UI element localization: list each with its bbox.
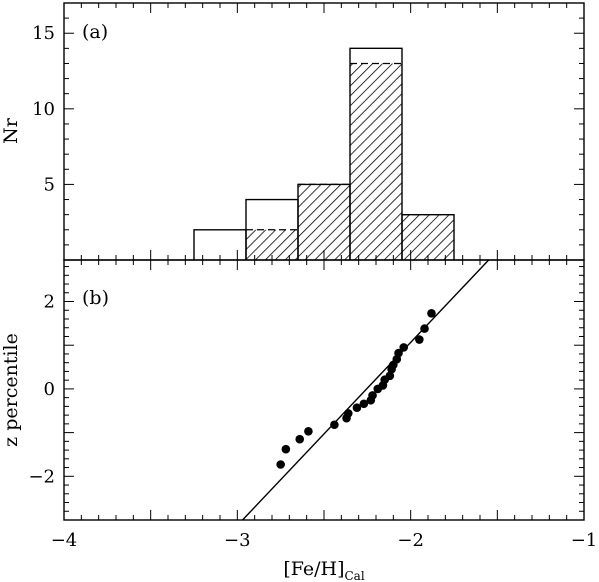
percentile-y-axis-title: z percentile bbox=[0, 333, 22, 447]
data-point bbox=[399, 343, 409, 352]
data-point bbox=[276, 460, 285, 469]
data-point bbox=[427, 309, 436, 318]
outline-histogram-bar bbox=[349, 47, 403, 260]
histogram-panel: 5 10 15 (a) Nr bbox=[0, 2, 585, 261]
x-axis-title-subscript: Cal bbox=[345, 569, 365, 582]
percentile-ticks bbox=[64, 260, 584, 520]
data-point bbox=[420, 324, 429, 333]
data-point bbox=[295, 434, 305, 444]
histogram-y-axis-title: Nr bbox=[0, 117, 22, 144]
reference-line bbox=[242, 259, 490, 521]
percentile-panel: −2 0 2 −4 −3 −2 −1 (b) z percentile [Fe/H]Cal bbox=[0, 259, 598, 582]
data-points bbox=[276, 309, 436, 469]
outline-histogram bbox=[193, 47, 455, 260]
y-tick-label: 0 bbox=[44, 379, 55, 400]
y-tick-label: 10 bbox=[32, 99, 55, 120]
data-point bbox=[394, 348, 403, 358]
y-tick-label: −2 bbox=[28, 466, 55, 487]
histogram-y-tick-labels: 5 10 15 bbox=[32, 23, 55, 195]
data-point bbox=[368, 391, 377, 400]
data-point bbox=[304, 426, 313, 436]
x-axis-title-main: [Fe/H] bbox=[283, 558, 344, 580]
y-tick-label: 2 bbox=[44, 292, 55, 313]
panel-label-b: (b) bbox=[82, 287, 109, 309]
x-tick-label: −3 bbox=[224, 530, 251, 551]
hatched-histogram-bar bbox=[246, 229, 298, 260]
data-point bbox=[359, 399, 369, 409]
x-axis-title: [Fe/H]Cal bbox=[283, 558, 365, 582]
data-point bbox=[385, 371, 395, 381]
histogram-ticks bbox=[64, 3, 584, 260]
x-tick-label: −4 bbox=[51, 530, 78, 551]
percentile-plot-frame bbox=[63, 259, 585, 521]
percentile-y-tick-labels: −2 0 2 bbox=[28, 292, 55, 488]
y-tick-label: 15 bbox=[32, 23, 55, 44]
outline-histogram-bar bbox=[401, 213, 455, 260]
y-tick-label: 5 bbox=[44, 174, 55, 195]
data-point bbox=[343, 409, 353, 418]
panel-label-a: (a) bbox=[82, 21, 108, 43]
hatched-histogram-bar bbox=[298, 184, 350, 260]
data-point bbox=[352, 403, 362, 412]
data-point bbox=[415, 335, 424, 344]
data-point bbox=[330, 420, 339, 430]
data-point bbox=[281, 444, 291, 454]
x-tick-label: −2 bbox=[397, 530, 424, 551]
x-tick-labels: −4 −3 −2 −1 bbox=[51, 530, 598, 551]
hatched-histogram bbox=[246, 62, 454, 261]
x-tick-label: −1 bbox=[571, 530, 598, 551]
hatched-histogram-bar bbox=[350, 63, 402, 261]
hatched-histogram-bar bbox=[402, 214, 454, 260]
